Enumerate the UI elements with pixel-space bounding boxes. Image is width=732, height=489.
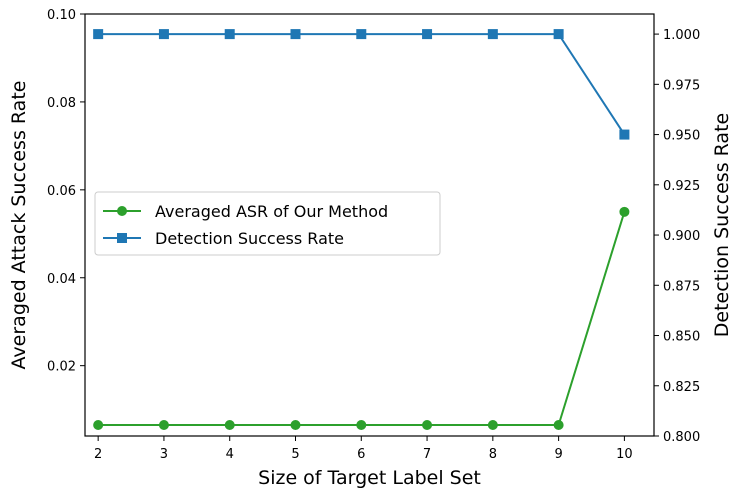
right-y-tick-label-0.825: 0.825 — [663, 380, 700, 395]
x-tick-label-5: 5 — [291, 447, 299, 462]
legend-marker-detection — [117, 233, 127, 243]
plot-frame — [84, 13, 655, 437]
data-point-detection-9 — [553, 29, 564, 40]
data-point-asr-10 — [619, 206, 630, 217]
data-point-asr-6 — [356, 420, 367, 431]
legend-label-asr: Averaged ASR of Our Method — [155, 202, 388, 221]
legend-marker-asr — [117, 206, 127, 216]
x-tick-label-10: 10 — [616, 447, 633, 462]
data-point-detection-2 — [93, 29, 104, 40]
right-y-tick-label-0.875: 0.875 — [663, 279, 700, 294]
x-tick-label-2: 2 — [94, 447, 102, 462]
data-point-detection-6 — [356, 29, 367, 40]
data-point-asr-8 — [487, 420, 498, 431]
x-tick-label-7: 7 — [423, 447, 431, 462]
legend: Averaged ASR of Our Method Detection Suc… — [94, 191, 441, 256]
data-point-detection-10 — [619, 129, 630, 140]
x-tick-label-9: 9 — [554, 447, 562, 462]
x-axis-title: Size of Target Label Set — [258, 467, 481, 489]
x-tick-label-3: 3 — [160, 447, 168, 462]
right-y-tick-label-0.900: 0.900 — [663, 229, 700, 244]
data-point-detection-8 — [487, 29, 498, 40]
data-point-detection-7 — [422, 29, 433, 40]
left-y-tick-label-0.02: 0.02 — [47, 360, 76, 375]
right-y-axis-title: Detection Success Rate — [711, 113, 732, 337]
right-y-tick-label-0.975: 0.975 — [663, 78, 700, 93]
data-point-asr-2 — [93, 420, 104, 431]
x-tick-label-4: 4 — [226, 447, 234, 462]
data-point-asr-3 — [158, 420, 169, 431]
right-y-tick-label-1.000: 1.000 — [663, 28, 700, 43]
data-point-asr-5 — [290, 420, 301, 431]
left-y-tick-label-0.10: 0.10 — [47, 8, 76, 23]
data-point-detection-5 — [290, 29, 301, 40]
data-point-detection-3 — [158, 29, 169, 40]
right-y-tick-label-0.850: 0.850 — [663, 330, 700, 345]
axes: 2 3 4 5 6 7 8 9 10 0.02 0.04 0.06 0.08 0.10 0.800 0.825… — [47, 8, 700, 462]
right-y-tick-label-0.800: 0.800 — [663, 430, 700, 445]
data-point-asr-7 — [422, 420, 433, 431]
data-point-asr-4 — [224, 420, 235, 431]
left-y-axis-title: Averaged Attack Success Rate — [8, 81, 30, 370]
left-y-tick-label-0.04: 0.04 — [47, 272, 76, 287]
x-tick-label-8: 8 — [489, 447, 497, 462]
left-y-tick-label-0.06: 0.06 — [47, 184, 76, 199]
right-y-tick-label-0.950: 0.950 — [663, 129, 700, 144]
legend-label-detection: Detection Success Rate — [155, 229, 344, 248]
left-y-tick-label-0.08: 0.08 — [47, 96, 76, 111]
legend-frame — [94, 191, 441, 256]
plot-area — [93, 29, 630, 431]
series-line-detection — [98, 33, 626, 136]
data-point-detection-4 — [224, 29, 235, 40]
data-point-asr-9 — [553, 420, 564, 431]
right-y-tick-label-0.925: 0.925 — [663, 179, 700, 194]
x-tick-label-6: 6 — [357, 447, 365, 462]
